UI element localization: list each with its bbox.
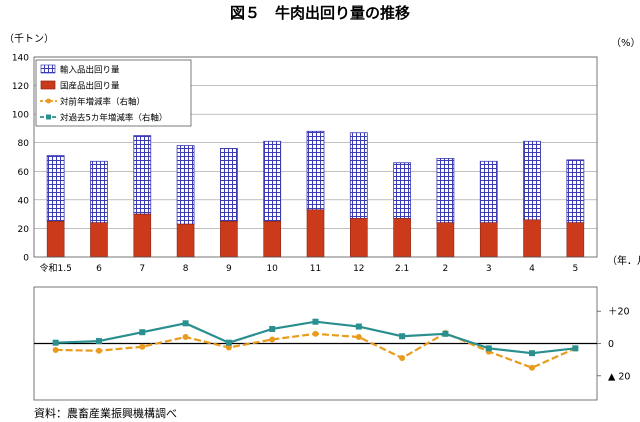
vs5y-line bbox=[55, 320, 576, 355]
upper-plot-frame bbox=[33, 56, 598, 258]
x-tick-label: 9 bbox=[226, 264, 232, 274]
yoy-point bbox=[529, 364, 536, 371]
y-tick-label: 140 bbox=[12, 54, 29, 64]
x-tick-label: 7 bbox=[139, 264, 145, 274]
vs5y-point bbox=[529, 350, 536, 357]
yoy-point bbox=[52, 346, 59, 353]
legend-label: 輸入品出回り量 bbox=[60, 65, 120, 76]
lower-axis bbox=[33, 286, 598, 401]
yoy-point bbox=[399, 355, 406, 362]
bar-domestic bbox=[220, 220, 238, 258]
x-tick-label: 4 bbox=[529, 264, 535, 274]
bar-domestic bbox=[306, 209, 325, 258]
bar-domestic bbox=[436, 222, 455, 258]
right-tick-label: ▲ 20 bbox=[608, 371, 630, 382]
right-tick-label: 0 bbox=[608, 339, 614, 350]
right-y-tick-labels: ＋20 0 ▲ 20 bbox=[597, 307, 630, 382]
bar-import bbox=[523, 140, 541, 221]
legend-marker bbox=[46, 98, 51, 104]
vs5y-point bbox=[485, 345, 492, 352]
x-tick-label: 3 bbox=[486, 264, 492, 274]
y-tick-label: 120 bbox=[12, 82, 29, 92]
bar-domestic bbox=[90, 222, 108, 258]
bar-import bbox=[176, 145, 195, 225]
y-tick-label: 0 bbox=[23, 254, 29, 264]
vs5y-point bbox=[95, 338, 102, 345]
left-y-tick-labels: 0 20 40 60 80 100 120 140 bbox=[12, 54, 29, 264]
bar-import bbox=[219, 148, 238, 222]
bar-import bbox=[90, 160, 108, 224]
vs5y-point bbox=[399, 333, 406, 340]
bar-domestic bbox=[479, 222, 498, 258]
legend-swatch bbox=[40, 80, 56, 90]
vs5y-point bbox=[572, 345, 579, 352]
bar-domestic bbox=[46, 220, 65, 258]
vs5y-point bbox=[355, 323, 362, 330]
right-tick-label: ＋20 bbox=[608, 307, 630, 318]
vs5y-point bbox=[442, 330, 449, 337]
bar-domestic bbox=[176, 223, 195, 258]
bar-import bbox=[46, 155, 65, 222]
yoy-point bbox=[225, 344, 232, 351]
x-tick-labels: 令和1.5 6 7 8 9 10 11 12 2.1 2 3 4 5 bbox=[39, 262, 578, 274]
yoy-point bbox=[269, 336, 276, 343]
bar-domestic bbox=[350, 218, 368, 258]
vs5y-point bbox=[139, 329, 146, 336]
legend-label: 国産品出回り量 bbox=[60, 81, 120, 92]
vs5y-point bbox=[52, 339, 59, 346]
vs5y-point bbox=[269, 325, 276, 332]
yoy-point bbox=[355, 334, 362, 341]
bar-import bbox=[306, 130, 325, 211]
bar-domestic bbox=[393, 218, 411, 258]
x-tick-label: 2 bbox=[443, 264, 449, 274]
bar-domestic bbox=[566, 222, 585, 258]
y-tick-label: 20 bbox=[18, 225, 30, 235]
bar-import bbox=[479, 160, 498, 224]
legend-label: 対過去5カ年増減率（右軸） bbox=[60, 113, 167, 124]
bar-import bbox=[566, 159, 585, 224]
upper-axis bbox=[33, 56, 598, 258]
rate-lines bbox=[52, 318, 579, 371]
x-tick-label: 11 bbox=[310, 264, 321, 274]
bar-domestic bbox=[133, 213, 152, 258]
x-tick-label: 12 bbox=[353, 264, 364, 274]
x-axis-unit: （年．月） bbox=[607, 254, 640, 267]
y-tick-label: 100 bbox=[12, 111, 29, 121]
yoy-point bbox=[139, 343, 146, 350]
legend-swatch bbox=[40, 64, 56, 74]
y-tick-label: 80 bbox=[18, 139, 30, 149]
legend-box bbox=[35, 59, 192, 127]
stacked-bars bbox=[46, 130, 585, 258]
x-tick-label: 6 bbox=[96, 264, 102, 274]
x-tick-label: 5 bbox=[572, 264, 578, 274]
yoy-point bbox=[182, 334, 189, 341]
bar-import bbox=[133, 135, 152, 215]
vs5y-point bbox=[312, 318, 319, 325]
bar-import bbox=[436, 158, 455, 224]
right-axis-unit: （%） bbox=[611, 37, 640, 49]
vs5y-point bbox=[182, 320, 189, 327]
bar-import bbox=[393, 162, 412, 219]
x-tick-label: 令和1.5 bbox=[39, 262, 71, 274]
yoy-point bbox=[312, 330, 319, 337]
x-tick-label: 10 bbox=[266, 264, 278, 274]
bar-import bbox=[263, 140, 282, 222]
bar-import bbox=[349, 132, 368, 219]
chart-title: 図５ 牛肉出回り量の推移 bbox=[230, 4, 410, 22]
left-axis-unit: （千トン） bbox=[4, 33, 54, 45]
source-note: 資料：農畜産業振興機構調べ bbox=[34, 406, 177, 420]
vs5y-point bbox=[225, 339, 232, 346]
legend-marker bbox=[46, 114, 51, 120]
y-tick-label: 60 bbox=[18, 168, 30, 178]
y-tick-label: 40 bbox=[18, 196, 30, 206]
x-tick-label: 2.1 bbox=[395, 264, 409, 274]
yoy-point bbox=[95, 347, 102, 354]
legend-label: 対前年増減率（右軸） bbox=[60, 97, 145, 108]
bar-domestic bbox=[523, 219, 541, 258]
bar-domestic bbox=[263, 220, 281, 258]
x-tick-label: 8 bbox=[183, 264, 189, 274]
